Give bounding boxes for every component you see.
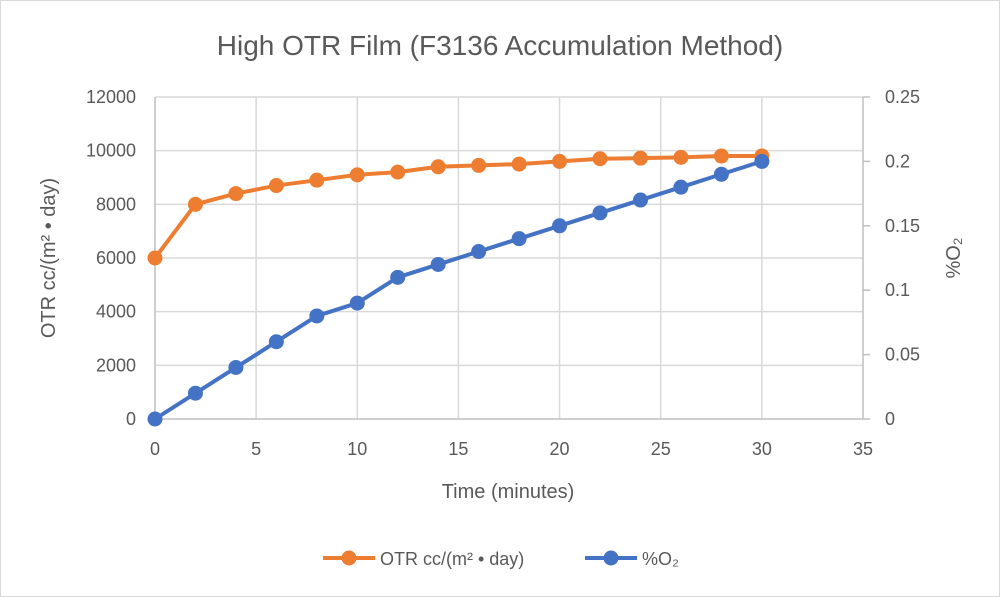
y-tick-label: 6000	[96, 248, 136, 268]
data-point	[228, 359, 244, 375]
y-tick-label: 2000	[96, 355, 136, 375]
x-tick-label: 25	[651, 439, 671, 459]
data-point	[632, 150, 648, 166]
data-point	[147, 250, 163, 266]
data-point	[268, 334, 284, 350]
y2-tick-label: 0.15	[885, 216, 920, 236]
x-axis-label: Time (minutes)	[442, 481, 575, 503]
data-point	[309, 172, 325, 188]
y2-tick-label: 0.25	[885, 87, 920, 107]
data-point	[592, 151, 608, 167]
data-point	[349, 295, 365, 311]
x-tick-label: 5	[251, 439, 261, 459]
legend-marker	[341, 550, 357, 566]
x-tick-label: 20	[550, 439, 570, 459]
legend-label: %O₂	[642, 549, 679, 569]
data-point	[390, 164, 406, 180]
data-point	[430, 159, 446, 175]
data-point	[147, 411, 163, 427]
y-tick-label: 4000	[96, 302, 136, 322]
y2-tick-label: 0	[885, 409, 895, 429]
series-layer	[147, 148, 770, 427]
y2-tick-label: 0.1	[885, 280, 910, 300]
y-tick-label: 0	[126, 409, 136, 429]
legend-marker	[603, 550, 619, 566]
data-point	[592, 205, 608, 221]
data-point	[430, 256, 446, 272]
x-tick-label: 10	[347, 439, 367, 459]
data-point	[754, 153, 770, 169]
y2-tick-label: 0.05	[885, 345, 920, 365]
data-point	[713, 148, 729, 164]
series-line-1	[153, 159, 763, 421]
legend-label: OTR cc/(m² • day)	[380, 549, 524, 569]
x-tick-label: 35	[853, 439, 873, 459]
y-axis-label: OTR cc/(m² • day)	[38, 178, 60, 338]
data-point	[228, 186, 244, 202]
data-point	[511, 156, 527, 172]
data-point	[268, 178, 284, 194]
data-point	[673, 149, 689, 165]
data-point	[673, 179, 689, 195]
data-point	[349, 167, 365, 183]
data-point	[471, 157, 487, 173]
data-point	[187, 196, 203, 212]
y2-tick-label: 0.2	[885, 151, 910, 171]
data-point	[511, 231, 527, 247]
chart-title: High OTR Film (F3136 Accumulation Method…	[217, 30, 783, 61]
data-point	[309, 308, 325, 324]
y-tick-label: 8000	[96, 194, 136, 214]
data-point	[390, 269, 406, 285]
y2-axis-label: %O₂	[943, 237, 965, 278]
x-tick-label: 15	[448, 439, 468, 459]
axes: 0 2000 4000 6000 8000 10000 12000 0 5 10 15 20 25 30 3…	[86, 87, 920, 459]
data-point	[713, 166, 729, 182]
x-tick-label: 0	[150, 439, 160, 459]
series-line-0	[153, 154, 762, 260]
y-tick-label: 10000	[86, 141, 136, 161]
gridlines	[155, 96, 863, 419]
data-point	[187, 385, 203, 401]
data-point	[552, 218, 568, 234]
x-tick-label: 30	[752, 439, 772, 459]
data-point	[471, 244, 487, 260]
y-tick-label: 12000	[86, 87, 136, 107]
legend: OTR cc/(m² • day) %O₂	[323, 549, 679, 569]
data-point	[632, 192, 648, 208]
data-point	[552, 153, 568, 169]
